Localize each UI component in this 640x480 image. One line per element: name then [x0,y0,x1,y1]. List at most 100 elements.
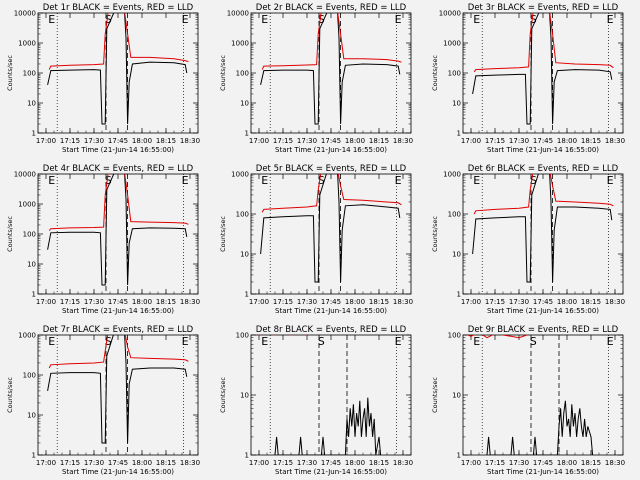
x-axis-label: Start Time (21-Jun-14 16:55:00) [487,307,599,315]
marker-label-s: S [530,13,537,26]
y-axis-label: Counts/sec [6,377,14,413]
y-tick-label: 1000 [18,201,36,209]
y-tick-label: 10000 [439,10,461,18]
y-tick-label: 100 [448,211,461,219]
panel-title: Det 7r BLACK = Events, RED = LLD [43,325,194,335]
y-tick-label: 1 [245,291,249,299]
y-tick-label: 10000 [14,10,36,18]
marker-label-e: E [473,13,480,26]
x-tick-label: 17:30 [84,298,104,306]
y-tick-label: 10 [27,100,36,108]
panel-title: Det 1r BLACK = Events, RED = LLD [43,3,194,13]
plot-frame [250,12,412,134]
x-axis-label: Start Time (21-Jun-14 16:55:00) [62,146,174,154]
x-tick-label: 18:15 [156,137,176,145]
x-tick-label: 17:15 [60,137,80,145]
y-axis-label: Counts/sec [219,55,227,91]
y-tick-label: 100 [448,70,461,78]
x-tick-label: 18:00 [557,137,577,145]
marker-label-e: E [607,335,614,348]
x-axis-label: Start Time (21-Jun-14 16:55:00) [275,468,387,476]
x-tick-label: 18:00 [345,459,365,467]
x-tick-label: 17:45 [108,137,128,145]
x-tick-label: 18:15 [156,298,176,306]
x-tick-label: 18:15 [581,298,601,306]
panel-title: Det 2r BLACK = Events, RED = LLD [256,3,407,13]
y-axis-label: Counts/sec [6,55,14,91]
x-tick-label: 17:30 [297,137,317,145]
marker-label-e: E [48,174,55,187]
series-events-line [47,174,188,286]
x-tick-label: 17:15 [60,459,80,467]
marker-label-s: S [105,335,112,348]
marker-label-e: E [395,335,402,348]
x-tick-label: 17:30 [509,137,529,145]
x-tick-label: 17:00 [249,459,269,467]
y-tick-label: 1 [457,452,461,460]
y-tick-label: 100 [23,231,36,239]
plot-frame [462,12,624,134]
x-axis-label: Start Time (21-Jun-14 16:55:00) [275,146,387,154]
plot-frame [37,173,199,295]
series-events-line [47,13,188,125]
y-tick-label: 100 [23,372,36,380]
y-tick-label: 10 [240,251,249,259]
series-events-line [472,174,613,283]
panel-title: Det 4r BLACK = Events, RED = LLD [43,164,194,174]
x-tick-label: 17:15 [485,298,505,306]
x-tick-label: 17:45 [321,298,341,306]
x-tick-label: 17:00 [36,298,56,306]
marker-label-e: E [607,174,614,187]
marker-label-s: S [318,174,325,187]
marker-label-s: S [318,13,325,26]
series-events-line [260,13,401,125]
x-tick-label: 18:30 [605,298,625,306]
marker-label-e: E [182,335,189,348]
x-tick-label: 18:15 [581,459,601,467]
x-tick-label: 17:00 [461,459,481,467]
y-tick-label: 1000 [18,40,36,48]
panel-title: Det 3r BLACK = Events, RED = LLD [468,3,619,13]
y-tick-label: 10000 [227,10,249,18]
x-tick-label: 17:45 [321,459,341,467]
x-tick-label: 17:00 [36,459,56,467]
x-tick-label: 18:15 [369,298,389,306]
marker-label-e: E [182,13,189,26]
plot-frame [462,173,624,295]
series-lld-line [48,174,189,231]
x-tick-label: 18:15 [581,137,601,145]
y-tick-label: 1000 [18,332,36,340]
marker-label-e: E [473,335,480,348]
marker-label-s: S [318,335,325,348]
x-tick-label: 18:15 [369,137,389,145]
y-axis-label: Counts/sec [431,216,439,252]
y-tick-label: 1 [457,291,461,299]
plot-frame [250,173,412,295]
y-tick-label: 100 [236,211,249,219]
y-axis-label: Counts/sec [219,216,227,252]
x-tick-label: 18:30 [180,298,200,306]
marker-label-s: S [530,174,537,187]
x-tick-label: 17:15 [273,298,293,306]
x-tick-label: 17:30 [84,137,104,145]
x-axis-label: Start Time (21-Jun-14 16:55:00) [487,468,599,476]
x-tick-label: 18:30 [393,137,413,145]
y-tick-label: 10 [240,392,249,400]
series-events-line [47,335,188,444]
panel-title: Det 8r BLACK = Events, RED = LLD [256,325,407,335]
marker-label-e: E [261,335,268,348]
marker-label-e: E [48,335,55,348]
y-tick-label: 1 [32,291,36,299]
y-tick-label: 1000 [231,40,249,48]
y-tick-label: 10 [27,412,36,420]
series-events-line [486,400,594,455]
y-axis-label: Counts/sec [431,55,439,91]
